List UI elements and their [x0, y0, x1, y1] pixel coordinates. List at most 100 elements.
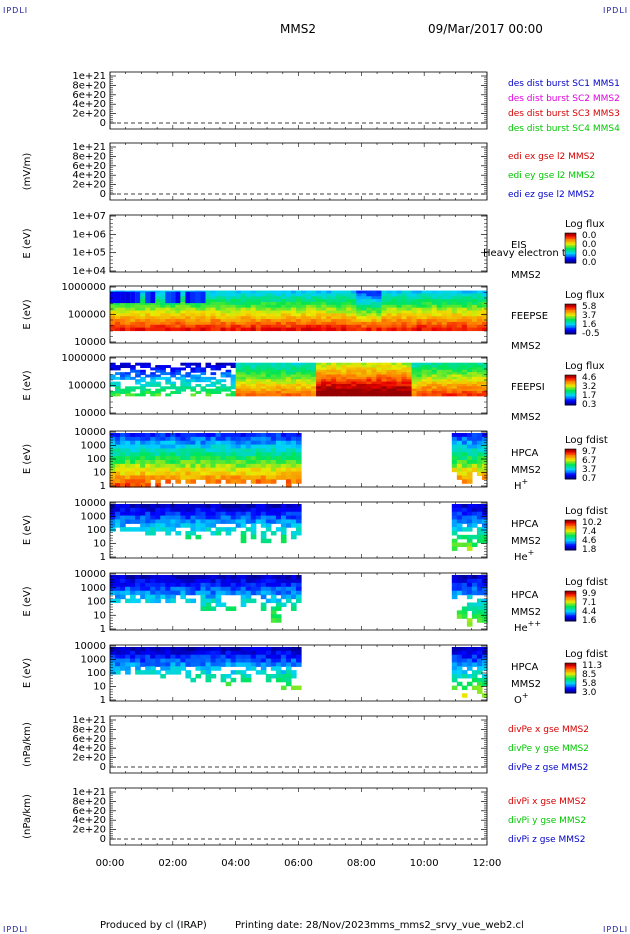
y-tick-label: 8e+20 — [72, 151, 106, 162]
y-axis-label: E (eV) — [22, 586, 33, 616]
y-axis-label: E (eV) — [22, 515, 33, 545]
panel-frame-9 — [109, 715, 488, 774]
y-tick-label: 100 — [87, 454, 106, 465]
instrument-label: FEEPSE — [511, 311, 548, 322]
colorbar-tick-label: 7.1 — [582, 598, 596, 608]
instrument-label: HPCA — [511, 448, 539, 459]
y-tick-label: 4e+20 — [72, 815, 106, 826]
colorbar-tick-label: 7.4 — [582, 527, 597, 537]
species-label: He+ — [514, 548, 534, 563]
instrument-label: HPCA — [511, 662, 539, 673]
colorbar-tick-label: 3.0 — [582, 688, 597, 698]
colorbar-tick-label: 1.7 — [582, 391, 596, 401]
x-tick-label: 08:00 — [347, 858, 376, 869]
y-tick-label: 0 — [100, 762, 106, 773]
legend-entry: divPe y gse MMS2 — [508, 744, 589, 754]
colorbar-title: Log fdist — [565, 506, 608, 517]
colorbar-tick-label: 6.7 — [582, 456, 596, 466]
y-tick-label: 2e+20 — [72, 180, 106, 191]
colorbar-tick-label: 11.3 — [582, 661, 602, 671]
y-tick-label: 0 — [100, 189, 106, 200]
legend-entry: des dist burst SC4 MMS4 — [508, 124, 620, 134]
y-tick-label: 10 — [93, 610, 106, 621]
legend-entry: divPi z gse MMS2 — [508, 835, 585, 845]
x-tick-label: 02:00 — [158, 858, 187, 869]
species-label: H+ — [514, 477, 528, 492]
panel-frame-10 — [109, 787, 488, 846]
x-tick-label: 00:00 — [96, 858, 125, 869]
x-tick-label: 10:00 — [410, 858, 439, 869]
instrument-label: EIS — [511, 240, 527, 251]
y-tick-label: 1e+21 — [72, 715, 106, 726]
colorbar-5 — [564, 448, 577, 480]
colorbar-title: Log fdist — [565, 577, 608, 588]
instrument-label: HPCA — [511, 519, 539, 530]
colorbar-tick-label: 1.8 — [582, 545, 597, 555]
legend-entry: edi ez gse l2 MMS2 — [508, 190, 595, 200]
colorbar-tick-label: 4.6 — [582, 536, 597, 546]
species-label: He++ — [514, 619, 541, 634]
y-tick-label: 10000 — [74, 337, 106, 348]
y-tick-label: 10 — [93, 682, 106, 693]
colorbar-7 — [564, 590, 577, 622]
panel-frame-0 — [109, 71, 488, 130]
colorbar-tick-label: 0.0 — [582, 231, 597, 241]
y-axis-label: (mV/m) — [22, 153, 33, 191]
spacecraft-label: MMS2 — [511, 270, 541, 281]
y-axis-label: E (eV) — [22, 299, 33, 329]
spectrogram-7 — [110, 575, 488, 627]
colorbar-tick-label: 1.6 — [582, 320, 597, 330]
y-tick-label: 10000 — [74, 498, 106, 509]
footer-printing-date: Printing date: 28/Nov/2023 — [235, 920, 371, 931]
legend-entry: divPe x gse MMS2 — [508, 725, 589, 735]
y-tick-label: 8e+20 — [72, 80, 106, 91]
spectrogram-8 — [110, 647, 488, 698]
y-tick-label: 100 — [87, 525, 106, 536]
colorbar-tick-label: 0.0 — [582, 258, 597, 268]
x-tick-label: 12:00 — [473, 858, 502, 869]
legend-entry: edi ex gse l2 MMS2 — [508, 152, 595, 162]
colorbar-tick-label: 8.5 — [582, 670, 596, 680]
y-tick-label: 4e+20 — [72, 99, 106, 110]
colorbar-6 — [564, 519, 577, 551]
y-tick-label: 1000 — [81, 512, 106, 523]
footer-credit: Produced by cl (IRAP) — [100, 920, 207, 931]
y-tick-label: 1e+06 — [72, 229, 106, 240]
colorbar-tick-label: 0.7 — [582, 474, 596, 484]
y-tick-label: 6e+20 — [72, 161, 106, 172]
colorbar-3 — [564, 303, 577, 335]
y-tick-label: 4e+20 — [72, 743, 106, 754]
y-tick-label: 2e+20 — [72, 825, 106, 836]
y-tick-label: 4e+20 — [72, 170, 106, 181]
legend-entry: des dist burst SC1 MMS1 — [508, 79, 620, 89]
y-axis-label: (nPa/km) — [22, 722, 33, 767]
y-axis-label: E (eV) — [22, 370, 33, 400]
y-axis-label: (nPa/km) — [22, 794, 33, 839]
y-tick-label: 1e+05 — [72, 248, 106, 259]
spectrogram-4 — [110, 362, 488, 397]
y-axis-label: E (eV) — [22, 444, 33, 474]
y-tick-label: 10000 — [74, 408, 106, 419]
colorbar-title: Log fdist — [565, 435, 608, 446]
colorbar-title: Log flux — [565, 290, 605, 301]
spectrogram-3 — [110, 290, 488, 332]
y-tick-label: 1000 — [81, 583, 106, 594]
y-tick-label: 0 — [100, 118, 106, 129]
instrument-label: HPCA — [511, 590, 539, 601]
panel-frame-2 — [109, 214, 488, 273]
y-tick-label: 100000 — [68, 381, 106, 392]
spectrogram-6 — [110, 504, 488, 551]
spacecraft-label: MMS2 — [511, 341, 541, 352]
colorbar-tick-label: 3.7 — [582, 311, 596, 321]
spacecraft-label: MMS2 — [511, 536, 541, 547]
corner-label-bottom-left: IPDLI — [3, 925, 29, 934]
colorbar-tick-label: 5.8 — [582, 302, 597, 312]
spacecraft-title: MMS2 — [280, 22, 316, 36]
colorbar-tick-label: 5.8 — [582, 679, 597, 689]
panel-frame-1 — [109, 142, 488, 201]
colorbar-tick-label: 10.2 — [582, 518, 602, 528]
colorbar-tick-label: 9.9 — [582, 589, 597, 599]
y-tick-label: 10000 — [74, 427, 106, 438]
y-tick-label: 10000 — [74, 641, 106, 652]
